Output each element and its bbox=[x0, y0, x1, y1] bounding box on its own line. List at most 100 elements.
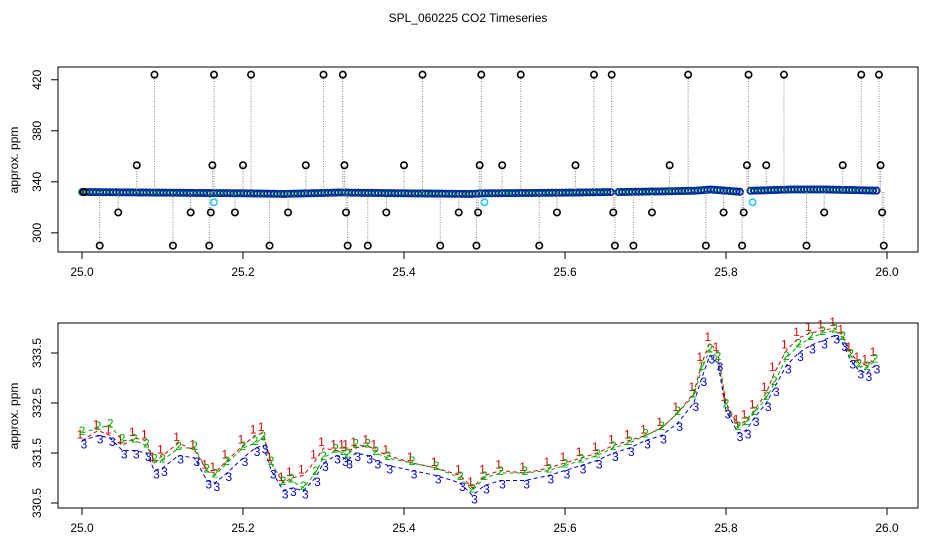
series-marker-3: 3 bbox=[270, 468, 277, 482]
outlier-point bbox=[186, 208, 195, 217]
outlier-point bbox=[876, 161, 885, 170]
series-marker-1: 1 bbox=[749, 398, 756, 412]
outlier-point bbox=[571, 161, 580, 170]
series-marker-2: 2 bbox=[783, 349, 790, 363]
outlier-point bbox=[454, 208, 463, 217]
outlier-point bbox=[382, 208, 391, 217]
outlier-point bbox=[168, 241, 177, 250]
series-marker-3: 3 bbox=[874, 363, 881, 377]
series-marker-1: 1 bbox=[733, 413, 740, 427]
series-marker-1: 1 bbox=[173, 430, 180, 444]
series-marker-1: 1 bbox=[781, 338, 788, 352]
series-marker-2: 2 bbox=[457, 469, 464, 483]
series-marker-3: 3 bbox=[334, 453, 341, 467]
top-panel: 25.0 25.2 25.4 25.6 25.8 26.0 300 340 380 420 ap… bbox=[7, 66, 919, 279]
bottom-y-axis: 330.5 331.5 332.5 333.5 bbox=[30, 338, 58, 518]
y-tick-label: 331.5 bbox=[30, 438, 44, 468]
outlier-point bbox=[609, 208, 618, 217]
series-marker-3: 3 bbox=[499, 478, 506, 492]
outlier-point bbox=[340, 161, 349, 170]
series-marker-3: 3 bbox=[342, 455, 349, 469]
series-marker-2: 2 bbox=[191, 439, 198, 453]
series-marker-2: 2 bbox=[340, 444, 347, 458]
series-line-1 bbox=[81, 327, 876, 489]
series-marker-2: 2 bbox=[610, 439, 617, 453]
series-marker-1: 1 bbox=[769, 360, 776, 374]
series-marker-1: 1 bbox=[656, 415, 663, 429]
series-marker-1: 1 bbox=[640, 423, 647, 437]
series-marker-2: 2 bbox=[481, 469, 488, 483]
series-marker-2: 2 bbox=[771, 374, 778, 388]
series-marker-3: 3 bbox=[773, 385, 780, 399]
outlier-point bbox=[95, 241, 104, 250]
series-marker-1: 1 bbox=[608, 433, 615, 447]
outlier-point bbox=[399, 161, 408, 170]
series-marker-2: 2 bbox=[95, 419, 102, 433]
outlier-point bbox=[79, 188, 88, 197]
series-marker-2: 2 bbox=[352, 437, 359, 451]
outlier-point bbox=[878, 208, 887, 217]
series-marker-1: 1 bbox=[713, 340, 720, 354]
series-marker-2: 2 bbox=[546, 462, 553, 476]
series-marker-2: 2 bbox=[344, 447, 351, 461]
cyan-marker bbox=[748, 198, 757, 207]
series-marker-1: 1 bbox=[853, 350, 860, 364]
series-marker-3: 3 bbox=[226, 470, 233, 484]
series-marker-3: 3 bbox=[841, 340, 848, 354]
outlier-point bbox=[477, 70, 486, 79]
series-line-3 bbox=[81, 334, 876, 497]
top-cyan-markers bbox=[210, 198, 757, 207]
x-tick-label: 25.4 bbox=[392, 265, 416, 279]
series-marker-3: 3 bbox=[857, 368, 864, 382]
series-marker-3: 3 bbox=[302, 488, 309, 502]
series-marker-1: 1 bbox=[105, 423, 112, 437]
series-marker-1: 1 bbox=[721, 390, 728, 404]
outlier-point bbox=[363, 241, 372, 250]
outlier-point bbox=[535, 241, 544, 250]
outlier-point bbox=[838, 161, 847, 170]
series-marker-3: 3 bbox=[523, 478, 530, 492]
series-marker-3: 3 bbox=[459, 480, 466, 494]
series-marker-3: 3 bbox=[866, 370, 873, 384]
bottom-series-lines bbox=[81, 327, 876, 497]
baseline-point-blue bbox=[735, 187, 744, 196]
series-marker-1: 1 bbox=[278, 470, 285, 484]
series-marker-3: 3 bbox=[153, 468, 160, 482]
series-marker-3: 3 bbox=[366, 453, 373, 467]
series-marker-1: 1 bbox=[117, 433, 124, 447]
series-marker-1: 1 bbox=[845, 340, 852, 354]
outlier-point bbox=[418, 70, 427, 79]
outlier-point bbox=[475, 161, 484, 170]
series-marker-1: 1 bbox=[576, 445, 583, 459]
series-marker-3: 3 bbox=[290, 485, 297, 499]
series-marker-3: 3 bbox=[374, 458, 381, 472]
series-marker-1: 1 bbox=[829, 315, 836, 329]
series-marker-2: 2 bbox=[320, 449, 327, 463]
series-marker-2: 2 bbox=[594, 447, 601, 461]
x-tick-label: 25.0 bbox=[70, 265, 94, 279]
series-marker-2: 2 bbox=[151, 452, 158, 466]
series-marker-1: 1 bbox=[467, 475, 474, 489]
series-marker-1: 1 bbox=[805, 320, 812, 334]
outlier-point bbox=[610, 241, 619, 250]
series-marker-1: 1 bbox=[407, 450, 414, 464]
series-marker-3: 3 bbox=[411, 468, 418, 482]
outlier-point bbox=[301, 161, 310, 170]
series-marker-3: 3 bbox=[785, 363, 792, 377]
series-marker-1: 1 bbox=[862, 353, 869, 367]
x-tick-label: 25.8 bbox=[714, 265, 738, 279]
series-marker-2: 2 bbox=[562, 457, 569, 471]
series-marker-2: 2 bbox=[433, 459, 440, 473]
series-marker-1: 1 bbox=[688, 380, 695, 394]
series-marker-3: 3 bbox=[121, 448, 128, 462]
series-marker-1: 1 bbox=[201, 458, 208, 472]
series-marker-2: 2 bbox=[699, 359, 706, 373]
series-marker-2: 2 bbox=[723, 397, 730, 411]
series-marker-1: 1 bbox=[250, 423, 257, 437]
series-marker-2: 2 bbox=[807, 329, 814, 343]
series-marker-1: 1 bbox=[560, 450, 567, 464]
outlier-point bbox=[629, 241, 638, 250]
series-marker-3: 3 bbox=[354, 450, 361, 464]
series-marker-1: 1 bbox=[129, 425, 136, 439]
x-tick-label: 25.2 bbox=[231, 521, 255, 535]
